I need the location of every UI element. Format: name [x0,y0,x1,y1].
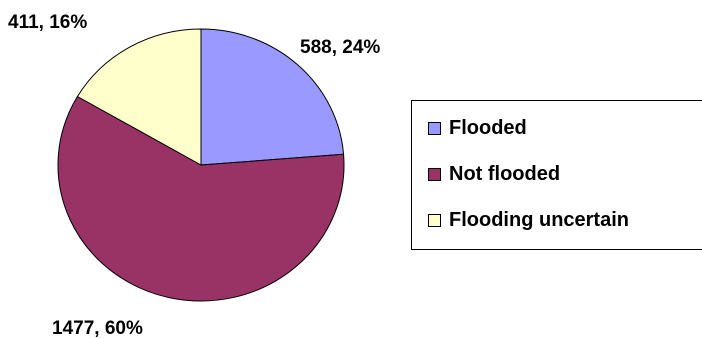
legend-label-flooding-uncertain: Flooding uncertain [449,208,629,231]
legend-label-not-flooded: Not flooded [449,162,561,185]
pie-slice-flooded [200,28,345,166]
legend-item-not-flooded: Not flooded [428,161,560,187]
legend-label-flooded: Flooded [449,116,527,139]
legend: Flooded Not flooded Flooding uncertain [411,100,702,250]
legend-item-flooded: Flooded [428,115,527,141]
data-label-not-flooded: 1477, 60% [52,318,143,339]
pie-slices [57,28,345,302]
pie-slice-flooding-uncertain [76,28,202,166]
legend-item-flooding-uncertain: Flooding uncertain [428,207,629,233]
pie-slice-not-flooded [57,95,345,302]
legend-swatch-flooding-uncertain [428,213,441,227]
data-label-flooded: 588, 24% [300,37,380,58]
data-label-flooding-uncertain: 411, 16% [8,12,87,33]
legend-swatch-not-flooded [428,167,441,181]
legend-swatch-flooded [428,121,441,135]
